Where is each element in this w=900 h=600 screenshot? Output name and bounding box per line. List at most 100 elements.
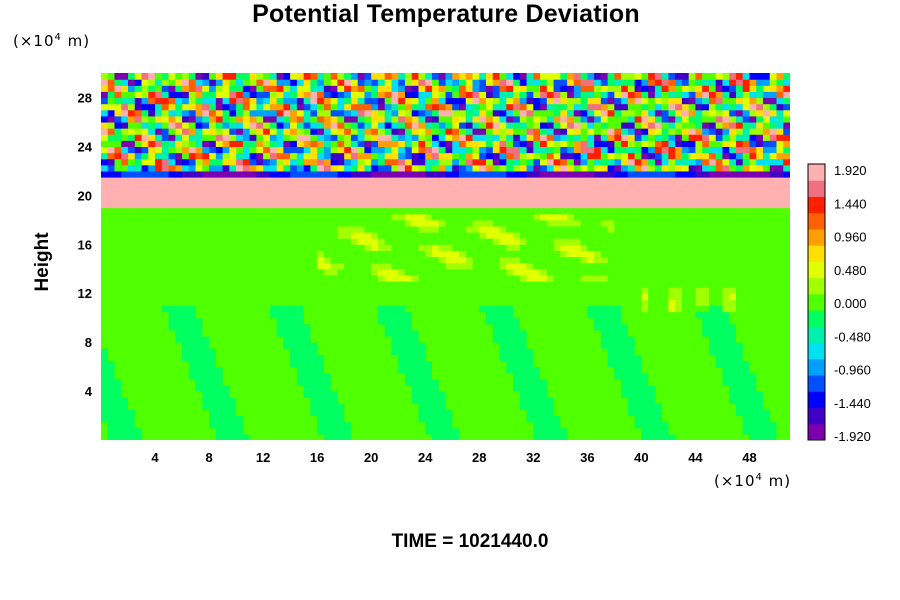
heatmap-cell [303, 201, 311, 209]
heatmap-cell [215, 232, 224, 239]
heatmap-cell [411, 378, 420, 386]
heatmap-cell [148, 238, 156, 245]
heatmap-cell [350, 323, 359, 331]
heatmap-cell [276, 232, 284, 239]
heatmap-cell [607, 152, 615, 160]
heatmap-cell [546, 311, 555, 319]
heatmap-cell [560, 415, 568, 423]
heatmap-cell [222, 176, 230, 184]
heatmap-cell [229, 415, 237, 423]
heatmap-cell [317, 256, 325, 264]
heatmap-cell [256, 342, 264, 349]
heatmap-cell [648, 238, 656, 245]
heatmap-cell [783, 299, 790, 307]
heatmap-cell [431, 225, 440, 233]
heatmap-cell [540, 427, 548, 435]
heatmap-cell [621, 409, 629, 417]
heatmap-cell [398, 354, 406, 362]
heatmap-cell [465, 225, 474, 233]
heatmap-cell [607, 140, 615, 147]
heatmap-cell [600, 195, 609, 203]
heatmap-cell [107, 280, 116, 288]
heatmap-cell [377, 317, 386, 325]
heatmap-cell [263, 415, 271, 423]
heatmap-cell [688, 397, 697, 404]
heatmap-cell [594, 305, 602, 313]
heatmap-cell [425, 140, 433, 147]
heatmap-cell [553, 366, 561, 374]
heatmap-cell [418, 287, 426, 294]
heatmap-cell [195, 287, 203, 294]
heatmap-cell [418, 427, 426, 435]
heatmap-cell [411, 146, 420, 154]
heatmap-cell [438, 158, 447, 166]
heatmap-cell [526, 152, 534, 160]
heatmap-cell [492, 427, 501, 435]
heatmap-cell [290, 146, 298, 154]
heatmap-cell [107, 201, 116, 209]
heatmap-cell [242, 140, 251, 147]
heatmap-cell [729, 354, 737, 362]
heatmap-cell [404, 403, 413, 411]
heatmap-cell [546, 409, 555, 417]
heatmap-cell [411, 195, 420, 203]
heatmap-cell [411, 183, 420, 190]
heatmap-cell [742, 305, 751, 313]
heatmap-cell [229, 342, 237, 349]
heatmap-cell [229, 213, 237, 221]
heatmap-cell [587, 409, 595, 417]
heatmap-cell [742, 354, 751, 362]
heatmap-cell [641, 176, 649, 184]
heatmap-cell [486, 427, 494, 435]
heatmap-cell [472, 311, 480, 319]
heatmap-cell [506, 360, 514, 368]
heatmap-cell [668, 158, 676, 166]
heatmap-cell [465, 342, 474, 349]
heatmap-cell [431, 219, 440, 227]
heatmap-cell [708, 329, 717, 337]
heatmap-cell [141, 378, 149, 386]
heatmap-cell [303, 311, 311, 319]
heatmap-cell [371, 250, 379, 258]
heatmap-cell [465, 152, 474, 160]
heatmap-cell [445, 427, 453, 435]
heatmap-cell [128, 366, 136, 374]
heatmap-cell [290, 256, 298, 264]
heatmap-cell [431, 189, 440, 196]
heatmap-cell [411, 293, 420, 300]
heatmap-cell [371, 183, 379, 190]
heatmap-cell [141, 403, 149, 411]
heatmap-cell [729, 342, 737, 349]
heatmap-cell [519, 238, 528, 245]
heatmap-cell [222, 213, 230, 221]
heatmap-cell [641, 274, 649, 282]
heatmap-cell [607, 311, 615, 319]
heatmap-cell [479, 225, 487, 233]
heatmap-cell [377, 170, 386, 178]
heatmap-cell [107, 311, 116, 319]
heatmap-cell [722, 176, 730, 184]
heatmap-cell [411, 372, 420, 380]
heatmap-cell [614, 219, 622, 227]
heatmap-cell [371, 317, 379, 325]
heatmap-cell [459, 348, 467, 355]
heatmap-cell [648, 158, 656, 166]
heatmap-cell [513, 336, 521, 343]
heatmap-cell [350, 262, 359, 270]
heatmap-cell [364, 378, 372, 386]
heatmap-cell [121, 415, 129, 423]
heatmap-cell [121, 262, 129, 270]
heatmap-cell [519, 378, 528, 386]
heatmap-cell [161, 299, 170, 307]
heatmap-cell [445, 336, 453, 343]
heatmap-cell [317, 305, 325, 313]
heatmap-cell [465, 366, 474, 374]
heatmap-cell [553, 409, 561, 417]
heatmap-cell [486, 354, 494, 362]
heatmap-cell [337, 225, 345, 233]
heatmap-cell [276, 305, 284, 313]
heatmap-cell [492, 311, 501, 319]
heatmap-cell [310, 409, 318, 417]
heatmap-cell [155, 403, 163, 411]
heatmap-cell [323, 293, 332, 300]
